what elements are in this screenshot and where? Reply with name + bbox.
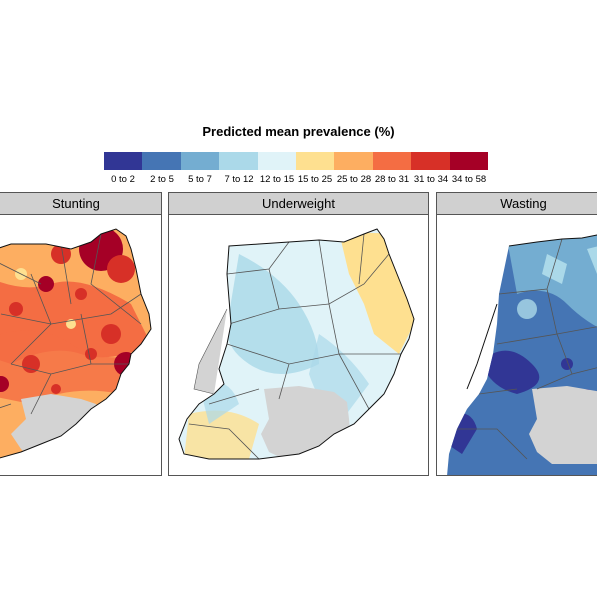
legend-swatch-2-to-5 [142,152,181,170]
legend-label: 5 to 7 [188,174,212,185]
panel-title-wasting: Wasting [437,193,597,215]
legend-label: 12 to 15 [259,174,295,185]
legend-swatch-7-to-12 [219,152,258,170]
legend-label: 34 to 58 [451,174,487,185]
legend-swatch-12-to-15 [257,152,296,170]
map-underweight [178,228,415,460]
legend-color-bar [104,152,488,170]
legend-label: 0 to 2 [111,174,135,185]
legend-swatch-5-to-7 [180,152,220,170]
legend-title: Predicted mean prevalence (%) [202,124,395,139]
map-stunting [0,228,152,464]
legend-swatch-34-to-58 [449,152,488,170]
map-wasting [447,232,597,475]
legend-label: 7 to 12 [224,174,254,185]
panel-stunting: Stunting [0,192,162,476]
legend-swatch-0-to-2 [104,152,143,170]
legend-swatch-28-to-31 [372,152,412,170]
legend-label: 15 to 25 [297,174,333,185]
legend-label: 2 to 5 [150,174,174,185]
legend-label: 28 to 31 [374,174,410,185]
legend-label: 25 to 28 [336,174,372,185]
panel-title-stunting: Stunting [0,193,161,215]
legend-labels: 0 to 2 2 to 5 5 to 7 7 to 12 12 to 15 15… [104,174,488,188]
panel-title-underweight: Underweight [169,193,428,215]
legend-swatch-31-to-34 [411,152,450,170]
legend-label: 31 to 34 [413,174,449,185]
panel-wasting: Wasting [436,192,597,476]
legend-swatch-15-to-25 [295,152,335,170]
legend-swatch-25-to-28 [334,152,373,170]
panel-underweight: Underweight [168,192,429,476]
